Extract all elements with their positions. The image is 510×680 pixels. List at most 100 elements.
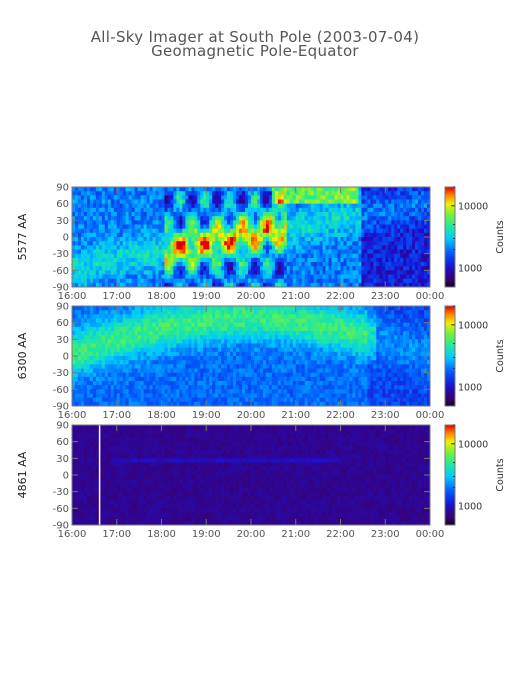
heatmap-cell	[364, 266, 368, 271]
heatmap-cell	[212, 195, 216, 200]
heatmap-cell	[421, 199, 425, 205]
heatmap-cell	[185, 266, 189, 271]
heatmap-cell	[176, 381, 180, 386]
heatmap-cell	[95, 397, 100, 403]
heatmap-cell	[161, 282, 165, 287]
heatmap-cell	[367, 257, 371, 263]
heatmap-cell	[313, 347, 318, 353]
heatmap-cell	[227, 376, 231, 382]
heatmap-cell	[191, 356, 195, 361]
heatmap-cell	[224, 249, 228, 255]
heatmap-cell	[340, 212, 344, 217]
heatmap-cell	[236, 318, 240, 324]
x-tick-label: 00:00	[416, 291, 445, 302]
heatmap-cell	[83, 397, 88, 403]
heatmap-cell	[382, 228, 386, 234]
heatmap-cell	[149, 339, 153, 344]
heatmap-cell	[265, 282, 270, 287]
heatmap-cell	[128, 266, 133, 271]
heatmap-cell	[352, 191, 356, 196]
heatmap-cell	[370, 224, 374, 230]
heatmap-cell	[259, 191, 264, 196]
heatmap-cell	[277, 335, 282, 340]
heatmap-cell	[245, 199, 249, 205]
heatmap-cell	[101, 212, 106, 217]
heatmap-cell	[295, 356, 300, 361]
figure-title: All-Sky Imager at South Pole (2003-07-04…	[91, 28, 419, 46]
heatmap-cell	[149, 191, 153, 196]
heatmap-cell	[313, 212, 318, 217]
heatmap-cell	[355, 253, 359, 259]
heatmap-cell	[182, 199, 186, 205]
heatmap-cell	[310, 397, 315, 403]
heatmap-cell	[224, 187, 228, 192]
heatmap-cell	[149, 249, 153, 255]
heatmap-cell	[289, 270, 294, 275]
heatmap-cell	[74, 270, 79, 275]
heatmap-cell	[364, 274, 368, 280]
heatmap-cell	[298, 364, 303, 369]
heatmap-cell	[113, 343, 118, 349]
heatmap-cell	[316, 278, 321, 284]
heatmap-cell	[77, 270, 82, 275]
heatmap-cell	[376, 228, 380, 234]
heatmap-cell	[295, 232, 300, 238]
heatmap-cell	[343, 241, 347, 246]
heatmap-cell	[361, 270, 365, 275]
heatmap-cell	[385, 278, 389, 284]
heatmap-cell	[230, 191, 234, 196]
heatmap-cell	[304, 212, 309, 217]
heatmap-cell	[418, 187, 422, 192]
heatmap-cell	[140, 351, 144, 357]
heatmap-cell	[236, 376, 240, 382]
heatmap-cell	[298, 331, 303, 336]
heatmap-cell	[239, 224, 243, 230]
heatmap-cell	[227, 331, 231, 336]
heatmap-cell	[152, 326, 156, 332]
heatmap-cell	[280, 199, 285, 205]
heatmap-cell	[72, 262, 76, 267]
heatmap-cell	[191, 274, 195, 280]
heatmap-cell	[286, 278, 291, 284]
heatmap-cell	[295, 389, 300, 394]
heatmap-cell	[107, 216, 112, 221]
heatmap-cell	[215, 216, 219, 221]
heatmap-cell	[185, 224, 189, 230]
heatmap-cell	[424, 241, 428, 246]
heatmap-cell	[301, 343, 306, 349]
heatmap-cell	[77, 385, 82, 390]
heatmap-cell	[152, 335, 156, 340]
heatmap-cell	[274, 232, 279, 238]
heatmap-cell	[185, 220, 189, 225]
heatmap-cell	[206, 335, 210, 340]
heatmap-cell	[382, 203, 386, 209]
heatmap-cell	[179, 331, 183, 336]
heatmap-cell	[200, 257, 204, 263]
heatmap-cell	[274, 257, 279, 263]
heatmap-cell	[137, 270, 142, 275]
heatmap-cell	[280, 310, 285, 315]
heatmap-cell	[110, 376, 115, 382]
heatmap-cell	[262, 241, 267, 246]
heatmap-cell	[325, 331, 329, 336]
heatmap-cell	[218, 372, 222, 378]
heatmap-cell	[185, 199, 189, 205]
heatmap-cell	[218, 228, 222, 234]
heatmap-cell	[203, 224, 207, 230]
heatmap-cell	[104, 220, 109, 225]
heatmap-cell	[77, 381, 82, 386]
heatmap-cell	[72, 368, 76, 374]
heatmap-cell	[134, 282, 139, 287]
heatmap-cell	[236, 331, 240, 336]
heatmap-cell	[179, 372, 183, 378]
heatmap-cell	[251, 335, 255, 340]
heatmap-cell	[271, 274, 276, 280]
heatmap-cell	[283, 331, 288, 336]
heatmap-cell	[122, 401, 127, 406]
heatmap-cell	[355, 187, 359, 192]
heatmap-cell	[331, 191, 335, 196]
heatmap-cell	[280, 314, 285, 319]
heatmap-cell	[251, 224, 255, 230]
